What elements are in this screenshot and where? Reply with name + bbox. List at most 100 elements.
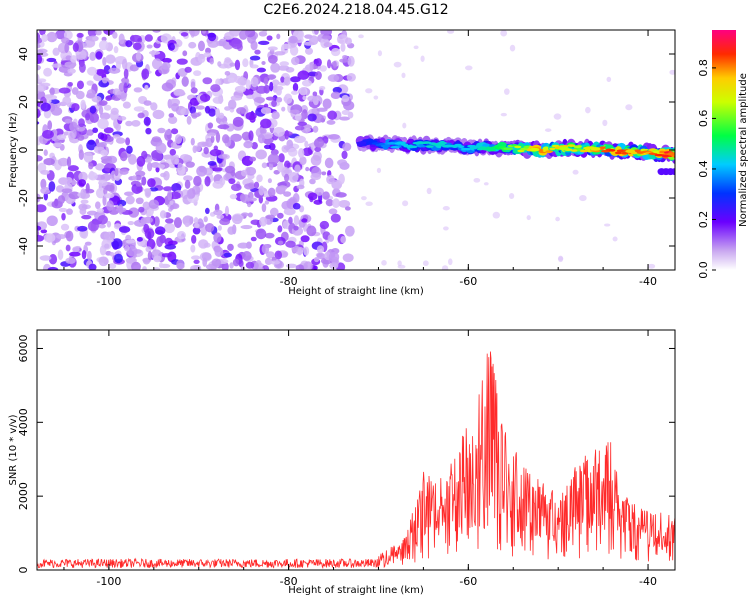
noise-blob <box>155 142 167 154</box>
ridge-cell <box>680 148 689 158</box>
noise-blob <box>37 225 42 232</box>
colorbar-gradient <box>712 30 736 270</box>
noise-blob <box>238 259 244 268</box>
noise-blob <box>314 71 322 80</box>
noise-blob <box>42 129 54 139</box>
noise-blob <box>190 137 195 146</box>
noise-blob <box>103 193 115 199</box>
noise-blob <box>114 167 119 177</box>
noise-blob <box>212 96 224 104</box>
noise-blob <box>142 266 147 270</box>
noise-blob <box>293 225 299 231</box>
noise-blob <box>247 212 253 218</box>
noise-blob <box>254 49 261 55</box>
noise-blob <box>258 40 270 45</box>
noise-blob <box>283 191 292 197</box>
noise-blob <box>234 59 241 71</box>
noise-blob <box>121 76 130 87</box>
noise-blob <box>153 216 160 227</box>
noise-blob <box>153 267 161 270</box>
noise-blob <box>230 183 242 192</box>
noise-blob <box>341 109 351 116</box>
ridge-cell <box>396 141 406 145</box>
noise-blob <box>136 237 143 242</box>
noise-blob <box>133 106 145 112</box>
noise-blob <box>189 30 200 37</box>
noise-blob <box>248 130 254 141</box>
noise-blob <box>268 142 276 151</box>
noise-blob <box>207 122 214 129</box>
noise-blob <box>182 50 188 57</box>
noise-blob <box>46 215 58 226</box>
noise-blob <box>143 258 151 265</box>
noise-blob <box>338 173 345 185</box>
spectrogram-axes: -100 -80 -60 -40 -40 -20 0 20 40 <box>17 30 675 288</box>
noise-blob <box>255 149 267 160</box>
noise-blob <box>377 50 383 57</box>
noise-blob <box>45 94 58 100</box>
noise-blob <box>164 243 177 250</box>
noise-blob <box>294 125 305 131</box>
noise-blob <box>43 149 48 156</box>
noise-blob <box>288 216 293 225</box>
noise-blob <box>48 181 56 192</box>
noise-blob <box>47 120 53 131</box>
noise-blob <box>37 204 47 213</box>
noise-blob <box>92 127 99 134</box>
noise-blob <box>154 226 166 235</box>
ridge-cell <box>652 150 660 154</box>
noise-blob <box>46 31 58 43</box>
noise-blob <box>365 201 373 207</box>
ridge-cell <box>380 144 391 148</box>
noise-blob <box>358 34 364 39</box>
noise-blob <box>292 82 299 92</box>
noise-blob <box>236 107 247 115</box>
noise-blob <box>40 186 51 195</box>
ridge-cell <box>691 151 697 157</box>
noise-blob <box>169 148 177 156</box>
noise-blob <box>98 179 108 187</box>
noise-blob <box>261 162 268 169</box>
noise-blob <box>211 167 224 172</box>
noise-blob <box>297 247 302 256</box>
noise-blob <box>136 155 146 167</box>
noise-blob <box>144 188 152 198</box>
noise-blob <box>80 99 86 109</box>
noise-blob <box>219 218 231 226</box>
noise-blob <box>218 38 227 47</box>
noise-blob <box>305 47 314 55</box>
noise-blob <box>237 77 248 86</box>
noise-blob <box>87 171 98 181</box>
noise-blob <box>87 30 97 38</box>
noise-blob <box>64 118 73 124</box>
noise-blob <box>227 77 236 84</box>
noise-blob <box>293 135 306 144</box>
colorbar-tick-label: 0.6 <box>697 110 710 128</box>
noise-blob <box>207 32 216 38</box>
noise-blob <box>306 225 317 237</box>
noise-blob <box>76 32 84 38</box>
noise-blob <box>237 242 250 249</box>
noise-blob <box>289 76 301 83</box>
noise-blob <box>37 83 47 92</box>
noise-blob <box>202 257 208 267</box>
noise-blob <box>157 127 166 134</box>
noise-blob <box>148 199 160 210</box>
noise-blob <box>191 234 197 244</box>
noise-blob <box>215 107 221 118</box>
snr-axes: -100 -80 -60 -40 0 2000 4000 6000 <box>17 330 675 588</box>
x-tick-label: -40 <box>639 275 657 288</box>
noise-blob <box>298 148 305 159</box>
noise-blob <box>283 207 296 216</box>
noise-blob <box>215 131 221 143</box>
noise-blob <box>230 95 243 101</box>
noise-blob <box>65 257 76 264</box>
noise-blob <box>65 55 72 61</box>
noise-blob <box>167 42 175 51</box>
noise-blob <box>128 207 140 218</box>
noise-blob <box>64 43 69 53</box>
noise-blob <box>146 44 153 49</box>
noise-blob <box>144 228 155 240</box>
noise-blob <box>197 141 209 148</box>
noise-blob <box>224 57 232 63</box>
